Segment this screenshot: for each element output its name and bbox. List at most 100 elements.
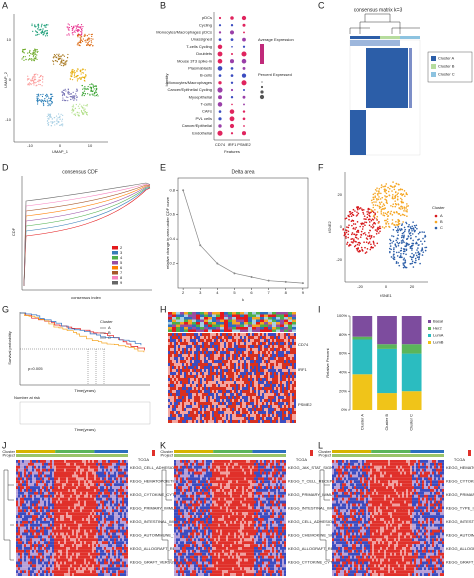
cell-point bbox=[59, 115, 61, 117]
annotation-cell bbox=[248, 317, 252, 320]
heat-cell bbox=[198, 408, 200, 411]
heat-cell bbox=[32, 471, 34, 475]
sample-point bbox=[379, 203, 382, 205]
annotation-cell bbox=[212, 314, 216, 317]
sample-point bbox=[389, 242, 391, 245]
cell-point bbox=[37, 23, 39, 25]
heat-cell bbox=[172, 369, 174, 372]
heat-cell bbox=[246, 345, 248, 348]
heat-cell bbox=[70, 462, 72, 466]
heat-cell bbox=[116, 500, 118, 504]
annotation-cell bbox=[236, 327, 240, 330]
annotation-cell bbox=[228, 317, 232, 320]
sample-point bbox=[356, 247, 359, 250]
heat-cell bbox=[118, 494, 120, 498]
heat-cell bbox=[292, 393, 294, 396]
annotation-cell bbox=[260, 317, 264, 320]
heat-cell bbox=[230, 339, 232, 342]
expression-dot bbox=[230, 52, 234, 56]
heat-cell bbox=[52, 500, 54, 504]
heat-cell bbox=[36, 509, 38, 513]
heat-cell bbox=[206, 393, 208, 396]
heat-cell bbox=[194, 390, 196, 393]
heat-cell bbox=[72, 503, 74, 507]
cell-point bbox=[94, 92, 96, 95]
heat-cell bbox=[98, 480, 100, 484]
heat-cell bbox=[268, 345, 270, 348]
heat-cell bbox=[280, 411, 282, 414]
label: CDF bbox=[11, 227, 16, 236]
heat-cell bbox=[40, 489, 42, 492]
sample-point bbox=[421, 247, 424, 249]
sample-point bbox=[359, 236, 362, 238]
heat-cell bbox=[76, 468, 78, 472]
sample-point bbox=[374, 188, 377, 191]
heat-cell bbox=[182, 369, 184, 372]
heat-cell bbox=[226, 381, 228, 384]
heat-cell bbox=[278, 369, 280, 372]
heat-cell bbox=[282, 363, 284, 366]
annotation-cell bbox=[224, 317, 228, 320]
heat-cell bbox=[222, 336, 224, 339]
heat-cell bbox=[226, 336, 228, 339]
cell-point bbox=[87, 93, 89, 95]
heat-cell bbox=[206, 390, 208, 393]
heat-cell bbox=[98, 503, 100, 507]
sample-point bbox=[351, 232, 354, 234]
heat-cell bbox=[104, 486, 106, 489]
sample-point bbox=[399, 229, 402, 232]
label: 2 bbox=[182, 290, 185, 295]
cell-point bbox=[90, 83, 93, 85]
heat-cell bbox=[230, 363, 232, 366]
heat-cell bbox=[264, 348, 266, 351]
heat-cell bbox=[290, 342, 292, 345]
annotation-cell bbox=[248, 312, 252, 315]
heat-cell bbox=[44, 468, 46, 472]
heat-cell bbox=[60, 503, 62, 507]
heat-cell bbox=[90, 509, 92, 513]
cell-point bbox=[89, 84, 91, 86]
heat-cell bbox=[266, 414, 268, 417]
heat-cell bbox=[114, 491, 116, 495]
sample-point bbox=[370, 236, 373, 238]
label: Time(years) bbox=[74, 388, 96, 393]
heat-cell bbox=[284, 363, 286, 366]
heat-cell bbox=[16, 520, 18, 524]
cell-point bbox=[47, 95, 49, 98]
size-key bbox=[260, 90, 264, 94]
sample-point bbox=[366, 248, 369, 250]
cell-point bbox=[77, 114, 80, 116]
heat-cell bbox=[212, 339, 214, 342]
heat-cell bbox=[78, 518, 80, 521]
heat-cell bbox=[288, 420, 290, 423]
heat-cell bbox=[292, 405, 294, 408]
heat-cell bbox=[170, 372, 172, 375]
heat-cell bbox=[280, 384, 282, 387]
heat-cell bbox=[238, 345, 240, 348]
heat-cell bbox=[102, 500, 104, 504]
heat-cell bbox=[254, 384, 256, 387]
heat-cell bbox=[114, 512, 116, 516]
heat-cell bbox=[172, 402, 174, 405]
heat-cell bbox=[212, 342, 214, 345]
heat-cell bbox=[36, 477, 38, 481]
heat-cell bbox=[244, 381, 246, 384]
heat-cell bbox=[258, 390, 260, 393]
heat-cell bbox=[186, 348, 188, 351]
heat-cell bbox=[50, 497, 52, 501]
sample-point bbox=[415, 224, 418, 227]
heat-cell bbox=[194, 366, 196, 369]
heat-cell bbox=[58, 503, 60, 507]
cell-point bbox=[40, 99, 42, 101]
heat-cell bbox=[28, 503, 30, 507]
label: A bbox=[440, 213, 443, 218]
heat-cell bbox=[242, 360, 244, 363]
delta-point bbox=[284, 280, 287, 283]
heat-cell bbox=[208, 405, 210, 408]
heat-cell bbox=[266, 396, 268, 399]
heat-cell bbox=[104, 465, 106, 469]
heat-cell bbox=[220, 387, 222, 390]
heat-cell bbox=[260, 381, 262, 384]
heat-cell bbox=[50, 506, 52, 510]
heat-cell bbox=[24, 486, 26, 489]
